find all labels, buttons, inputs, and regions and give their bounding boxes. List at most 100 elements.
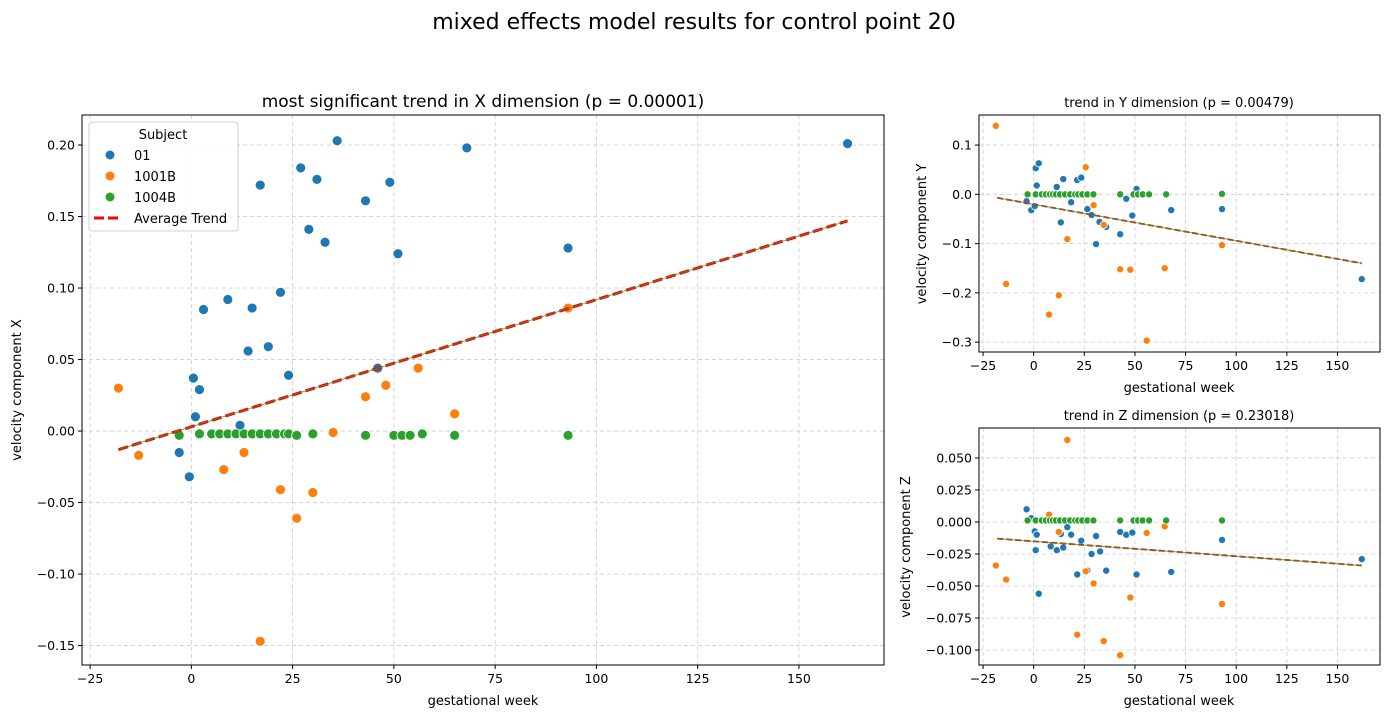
data-point-1004B <box>1145 516 1154 525</box>
data-point-01 <box>1073 570 1082 579</box>
data-point-01 <box>319 236 331 248</box>
plot-z-xtick-label: 150 <box>1326 671 1350 686</box>
data-point-01 <box>303 224 315 235</box>
data-point-1001B <box>238 447 250 458</box>
data-point-1001B <box>327 427 339 438</box>
data-point-1001B <box>1054 527 1063 536</box>
plot-y-dimension: trend in Y dimension (p = 0.00479) gesta… <box>915 96 1381 396</box>
data-point-1001B <box>1126 265 1135 274</box>
plot-x-ytick-label: −0.15 <box>37 638 75 653</box>
figure-suptitle: mixed effects model results for control … <box>432 10 956 35</box>
data-point-1001B <box>1142 528 1151 537</box>
data-point-1001B <box>1063 235 1072 244</box>
plot-z-xtick-label: −25 <box>970 671 996 686</box>
data-point-01 <box>242 345 254 357</box>
plot-z-ylabel: velocity component Z <box>899 476 914 618</box>
data-point-01 <box>1067 198 1076 207</box>
data-point-01 <box>1052 182 1061 191</box>
data-point-01 <box>1092 240 1101 249</box>
data-point-1004B <box>307 428 319 440</box>
data-point-01 <box>1357 275 1366 284</box>
data-point-01 <box>1032 530 1041 539</box>
plot-x-ylabel: velocity component X <box>10 319 25 461</box>
legend-box <box>88 121 239 232</box>
plot-y-xtick-label: 75 <box>1178 358 1194 373</box>
plot-x-xtick-label: 0 <box>187 671 195 686</box>
data-point-1001B <box>1099 637 1108 646</box>
data-point-1001B <box>1218 241 1227 250</box>
data-point-1001B <box>1002 575 1011 584</box>
legend-label-1004B: 1004B <box>134 191 176 206</box>
plot-y-xtick-label: 0 <box>1030 358 1038 373</box>
data-point-1001B <box>1073 630 1082 639</box>
plot-y-title: trend in Y dimension (p = 0.00479) <box>1064 96 1294 111</box>
data-point-01 <box>1067 530 1076 539</box>
plot-y-xtick-label: 125 <box>1275 358 1299 373</box>
data-point-1001B <box>380 379 392 391</box>
legend: Subject 01 1001B 1004B Average Trend <box>88 121 239 232</box>
plot-y-ytick-label: 0.0 <box>952 187 972 202</box>
plot-z-xtick-label: 100 <box>1224 671 1248 686</box>
data-point-01 <box>1034 589 1043 598</box>
data-point-1004B <box>360 429 371 441</box>
data-point-01 <box>198 304 209 315</box>
data-point-1004B <box>562 429 574 441</box>
data-point-01 <box>1031 546 1040 555</box>
data-point-01 <box>194 384 205 395</box>
data-point-01 <box>1077 173 1086 182</box>
trend-line-overlay-z <box>997 538 1362 567</box>
data-point-01 <box>1022 505 1031 514</box>
plot-x-xtick-label: 100 <box>584 671 608 686</box>
data-point-01 <box>1218 205 1227 214</box>
data-point-1004B <box>404 429 416 441</box>
data-point-1001B <box>991 561 1000 570</box>
plot-y-ytick-label: −0.1 <box>942 236 972 251</box>
data-point-01 <box>173 447 185 458</box>
plot-y-frame <box>978 114 1381 353</box>
data-point-01 <box>1122 194 1131 203</box>
data-point-01 <box>384 176 396 188</box>
plot-x-ytick-label: 0.05 <box>47 352 75 367</box>
data-point-1004B <box>449 429 461 441</box>
data-point-1001B <box>218 464 230 476</box>
plot-y-ytick-label: 0.1 <box>952 138 972 153</box>
data-point-1001B <box>1063 436 1072 445</box>
data-point-1004B <box>1116 190 1125 199</box>
plot-x-ytick-label: −0.10 <box>37 567 75 582</box>
data-point-01 <box>1059 175 1068 184</box>
plot-z-xtick-label: 50 <box>1127 671 1143 686</box>
legend-marker-1004B <box>105 192 115 202</box>
plot-z-xtick-label: 75 <box>1178 671 1194 686</box>
data-point-1004B <box>1023 190 1032 199</box>
plot-y-ytick-label: −0.2 <box>942 285 972 300</box>
data-point-1001B <box>1089 579 1098 588</box>
data-point-1004B <box>1218 189 1227 198</box>
plot-x-xlabel: gestational week <box>428 694 539 709</box>
plot-y-xtick-label: 50 <box>1127 358 1143 373</box>
plot-y-xtick-label: 25 <box>1076 358 1092 373</box>
data-point-1001B <box>449 408 461 420</box>
data-point-01 <box>331 135 343 147</box>
data-point-01 <box>283 369 294 381</box>
data-point-1001B <box>133 449 145 461</box>
data-point-1001B <box>1002 280 1011 289</box>
plot-y-xtick-label: 150 <box>1326 358 1350 373</box>
data-point-01 <box>254 179 266 191</box>
data-point-1001B <box>307 487 319 498</box>
data-point-01 <box>392 248 404 260</box>
data-point-1004B <box>1145 190 1154 199</box>
data-point-01 <box>562 242 574 254</box>
plot-z-xlabel: gestational week <box>1124 694 1235 709</box>
data-point-1001B <box>1081 163 1090 172</box>
data-point-1004B <box>194 428 205 440</box>
data-point-1001B <box>291 512 303 524</box>
plot-z-dimension: trend in Z dimension (p = 0.23018) gesta… <box>899 409 1381 709</box>
plot-x-title: most significant trend in X dimension (p… <box>262 92 705 112</box>
legend-label-01: 01 <box>134 149 151 164</box>
plot-z-ytick-label: −0.025 <box>926 546 972 561</box>
data-point-01 <box>234 419 246 431</box>
data-point-01 <box>1357 555 1366 564</box>
data-point-01 <box>222 294 234 305</box>
plot-y-ytick-label: −0.3 <box>942 335 972 350</box>
